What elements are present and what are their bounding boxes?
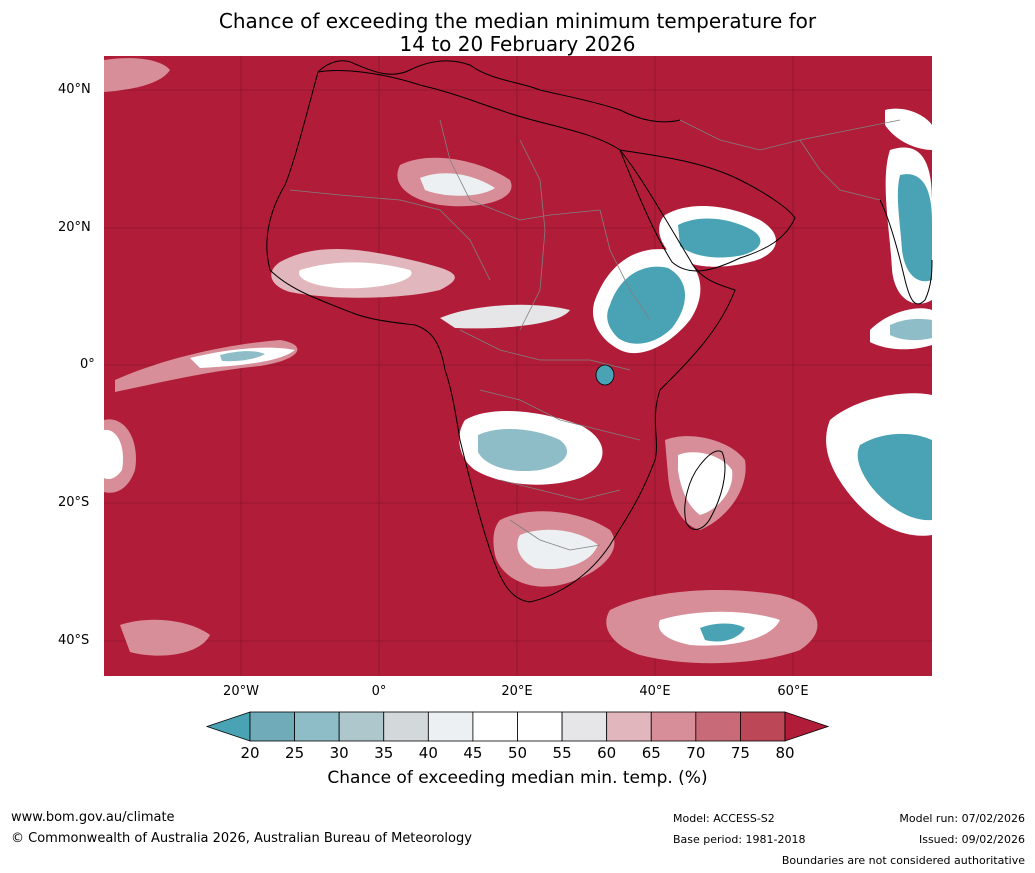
arabia-coastline	[619, 149, 796, 272]
madagascar-coastline	[684, 450, 726, 530]
colorbar-tick-label: 30	[329, 744, 349, 762]
lat-label-40n: 40°N	[58, 82, 91, 97]
boundaries-note: Boundaries are not considered authoritat…	[781, 854, 1025, 867]
base-period: Base period: 1981-2018	[673, 833, 806, 846]
colorbar-tick-label: 35	[374, 744, 394, 762]
model-run-date: Model run: 07/02/2026	[899, 812, 1025, 825]
colorbar-segment	[472, 711, 518, 742]
probability-patches	[104, 58, 932, 664]
colorbar	[205, 711, 830, 742]
map-title: Chance of exceeding the median minimum t…	[0, 10, 1035, 56]
title-line-1: Chance of exceeding the median minimum t…	[218, 9, 817, 33]
colorbar-arrow-high	[784, 711, 830, 742]
colorbar-label: Chance of exceeding median min. temp. (%…	[327, 768, 708, 788]
lon-label-20e: 20°E	[501, 684, 533, 699]
colorbar-tick-label: 55	[552, 744, 572, 762]
lon-label-60e: 60°E	[777, 684, 809, 699]
lat-label-40s: 40°S	[58, 633, 90, 648]
colorbar-tick-label: 25	[285, 744, 305, 762]
colorbar-segment	[338, 711, 385, 742]
copyright-notice: © Commonwealth of Australia 2026, Austra…	[11, 831, 472, 846]
colorbar-segment	[383, 711, 429, 742]
colorbar-segment	[740, 711, 786, 742]
lon-label-20w: 20°W	[223, 684, 259, 699]
lat-label-20n: 20°N	[58, 220, 91, 235]
colorbar-tick-label: 45	[463, 744, 483, 762]
europe-coastline	[317, 60, 681, 123]
colorbar-tick-label: 60	[597, 744, 617, 762]
lon-label-40e: 40°E	[639, 684, 671, 699]
colorbar-tick-label: 80	[775, 744, 795, 762]
issued-date: Issued: 09/02/2026	[918, 833, 1025, 846]
africa-coastline	[266, 70, 736, 603]
colorbar-tick-label: 20	[240, 744, 260, 762]
colorbar-arrow-low	[205, 711, 251, 742]
india-coastline	[879, 199, 933, 305]
colorbar-segment	[650, 711, 697, 742]
model-name: Model: ACCESS-S2	[673, 812, 775, 825]
lat-label-0: 0°	[80, 357, 95, 372]
colorbar-segment	[517, 711, 563, 742]
website-link[interactable]: www.bom.gov.au/climate	[11, 810, 175, 825]
colorbar-tick-label: 50	[507, 744, 528, 762]
colorbar-tick-label: 75	[730, 744, 750, 762]
lake-victoria	[595, 364, 615, 386]
colorbar-tick-label: 40	[418, 744, 438, 762]
colorbar-segment	[695, 711, 741, 742]
colorbar-segment	[427, 711, 474, 742]
title-line-2: 14 to 20 February 2026	[399, 32, 636, 56]
colorbar-segment	[294, 711, 340, 742]
colorbar-segment	[606, 711, 652, 742]
colorbar-tick-label: 65	[641, 744, 661, 762]
colorbar-segment	[249, 711, 295, 742]
lon-label-0: 0°	[371, 684, 387, 699]
country-borders	[289, 119, 901, 551]
lat-label-20s: 20°S	[58, 495, 90, 510]
colorbar-tick-label: 70	[686, 744, 706, 762]
colorbar-segment	[561, 711, 608, 742]
